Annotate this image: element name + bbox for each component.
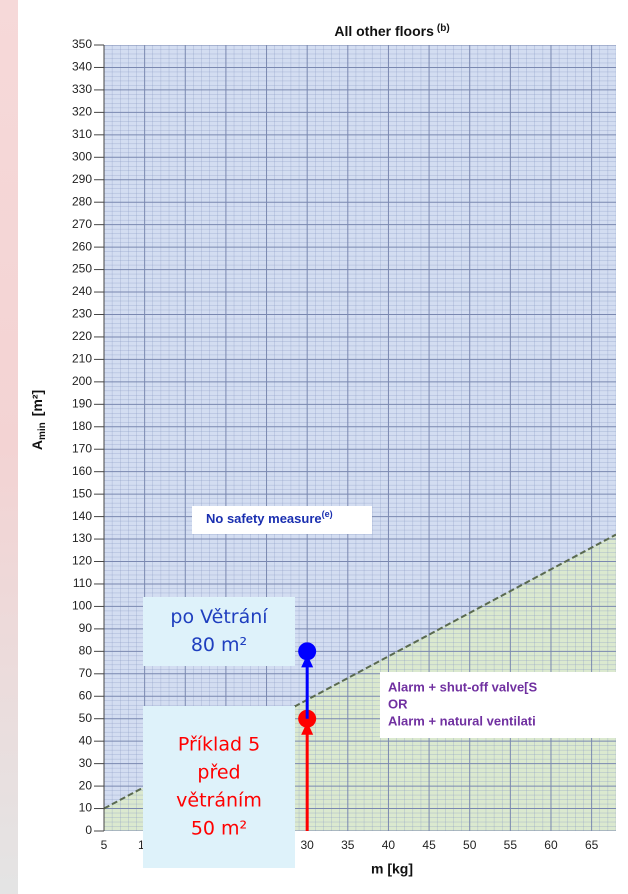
y-tick-label: 250 xyxy=(72,262,92,276)
x-tick-label: 30 xyxy=(300,838,314,852)
y-tick-label: 340 xyxy=(72,60,92,74)
label-box xyxy=(192,506,372,534)
callout-text: větráním xyxy=(176,790,262,812)
y-tick-label: 170 xyxy=(72,441,92,455)
y-tick-label: 220 xyxy=(72,329,92,343)
y-tick-label: 240 xyxy=(72,284,92,298)
y-axis-label: Amin [m²] xyxy=(29,390,48,450)
title-text: All other floors xyxy=(334,23,434,39)
y-tick-label: 190 xyxy=(72,396,92,410)
y-label-main: A xyxy=(29,440,45,450)
y-tick-label: 90 xyxy=(79,621,93,635)
y-tick-label: 270 xyxy=(72,217,92,231)
callout-text: před xyxy=(197,762,240,784)
arrow-head xyxy=(301,654,314,668)
y-tick-label: 0 xyxy=(85,823,92,837)
y-label-unit: [m²] xyxy=(29,390,45,416)
y-tick-label: 40 xyxy=(79,733,93,747)
callout-text: 50 m² xyxy=(191,818,247,840)
y-tick-label: 60 xyxy=(79,688,93,702)
y-tick-label: 260 xyxy=(72,239,92,253)
overlay: 0 10 20 30 40 50 60 70 80 90 100 110 120 130 140 150 160… xyxy=(29,23,620,877)
y-tick-label: 200 xyxy=(72,374,92,388)
callout-box xyxy=(143,597,295,666)
y-tick-label: 280 xyxy=(72,194,92,208)
y-tick-label: 50 xyxy=(79,711,93,725)
lower-region-label: Alarm + natural ventilati xyxy=(388,713,536,728)
boundary-line xyxy=(104,533,616,810)
y-label-sub: min xyxy=(37,422,48,440)
y-tick-label: 320 xyxy=(72,105,92,119)
y-tick-label: 80 xyxy=(79,644,93,658)
y-tick-label: 70 xyxy=(79,666,93,680)
x-tick-label: 55 xyxy=(504,838,518,852)
y-tick-label: 140 xyxy=(72,509,92,523)
y-tick-label: 350 xyxy=(72,37,92,51)
y-tick-label: 120 xyxy=(72,554,92,568)
callout-text: 80 m² xyxy=(191,634,247,656)
y-tick-label: 150 xyxy=(72,486,92,500)
y-tick-label: 210 xyxy=(72,352,92,366)
y-tick-label: 230 xyxy=(72,307,92,321)
y-tick-label: 180 xyxy=(72,419,92,433)
x-axis-label: m [kg] xyxy=(371,861,413,877)
y-tick-label: 160 xyxy=(72,464,92,478)
y-tick-label: 20 xyxy=(79,778,93,792)
label-text: No safety measure xyxy=(206,511,322,526)
x-tick-label: 35 xyxy=(341,838,355,852)
upper-region-label: No safety measure(e) xyxy=(206,509,333,526)
lower-region-label: OR xyxy=(388,696,408,711)
lower-region-label: Alarm + shut-off valve[S xyxy=(388,679,538,694)
y-tick-label: 10 xyxy=(79,801,93,815)
y-tick-label: 130 xyxy=(72,531,92,545)
marker xyxy=(298,642,317,661)
y-tick-label: 310 xyxy=(72,127,92,141)
x-tick-label: 50 xyxy=(463,838,477,852)
callout-box xyxy=(143,706,295,868)
arrow-head xyxy=(301,721,314,735)
y-tick-label: 330 xyxy=(72,82,92,96)
y-tick-label: 110 xyxy=(73,576,92,590)
x-tick-label: 60 xyxy=(544,838,558,852)
label-sup: (e) xyxy=(322,509,333,519)
title-sup: (b) xyxy=(437,23,450,34)
callout-text: Příklad 5 xyxy=(178,734,260,756)
x-tick-label: 65 xyxy=(585,838,599,852)
y-tick-label: 30 xyxy=(79,756,93,770)
label-box xyxy=(380,672,620,738)
y-tick-label: 290 xyxy=(72,172,92,186)
x-tick-label: 40 xyxy=(382,838,396,852)
x-tick-label: 5 xyxy=(101,838,108,852)
y-tick-label: 300 xyxy=(72,149,92,163)
chart-title: All other floors (b) xyxy=(334,23,449,39)
y-tick-label: 100 xyxy=(72,599,92,613)
x-tick-label: 45 xyxy=(422,838,436,852)
callout-text: po Větrání xyxy=(170,606,268,628)
